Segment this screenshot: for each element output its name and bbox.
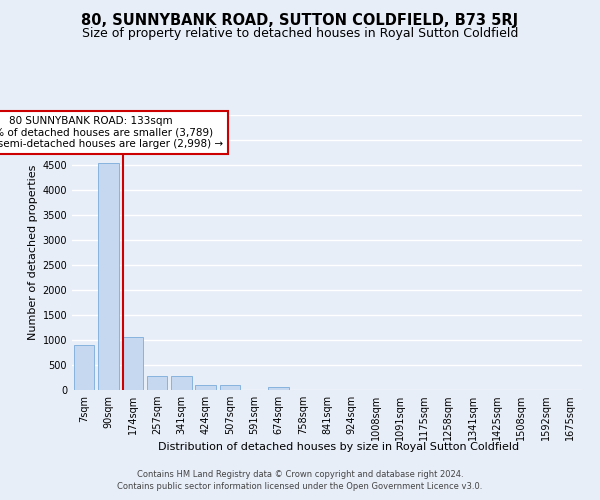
Bar <box>146 376 167 390</box>
Bar <box>220 385 240 390</box>
Text: Size of property relative to detached houses in Royal Sutton Coldfield: Size of property relative to detached ho… <box>82 28 518 40</box>
Bar <box>268 387 289 390</box>
Text: 80, SUNNYBANK ROAD, SUTTON COLDFIELD, B73 5RJ: 80, SUNNYBANK ROAD, SUTTON COLDFIELD, B7… <box>82 12 518 28</box>
Bar <box>195 385 216 390</box>
Bar <box>122 337 143 390</box>
Bar <box>98 162 119 390</box>
Bar <box>74 345 94 390</box>
Bar <box>171 376 191 390</box>
Text: Contains HM Land Registry data © Crown copyright and database right 2024.: Contains HM Land Registry data © Crown c… <box>137 470 463 479</box>
Text: 80 SUNNYBANK ROAD: 133sqm
← 55% of detached houses are smaller (3,789)
44% of se: 80 SUNNYBANK ROAD: 133sqm ← 55% of detac… <box>0 116 223 149</box>
Y-axis label: Number of detached properties: Number of detached properties <box>28 165 38 340</box>
Text: Contains public sector information licensed under the Open Government Licence v3: Contains public sector information licen… <box>118 482 482 491</box>
Text: Distribution of detached houses by size in Royal Sutton Coldfield: Distribution of detached houses by size … <box>158 442 520 452</box>
